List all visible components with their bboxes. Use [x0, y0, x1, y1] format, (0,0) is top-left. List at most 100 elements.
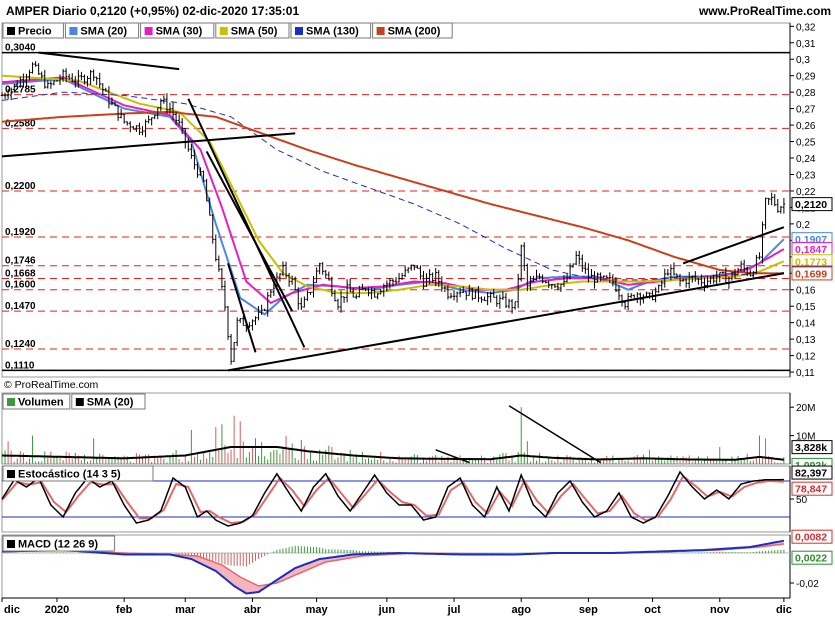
- level-label-5: 0,1746: [5, 256, 36, 267]
- price-badge-2-text: 0,1847: [795, 244, 827, 256]
- volume-legend-box-0: [2, 393, 71, 410]
- macd-panel[interactable]: -0,02 MACD (12 26 9) 0,0082 0,0022: [1, 529, 833, 599]
- macd-legend-box-0: [2, 535, 116, 552]
- x-tick-label-7: jul: [447, 604, 461, 616]
- volume-badge-0-bg: [791, 440, 833, 455]
- price-tick-label-18: 0,14: [796, 319, 816, 330]
- price-badge-3-text: 0,1773: [795, 256, 827, 268]
- trendline-4: [205, 150, 294, 312]
- price-badge-5-text: 0,1699: [795, 268, 827, 280]
- stochastic-legend-swatch-0: [7, 470, 15, 478]
- x-tick-label-11: nov: [710, 604, 730, 616]
- macd-badge-0-bg: [791, 529, 833, 544]
- x-tick-label-2: feb: [116, 604, 133, 616]
- price-tick-label-19: 0,13: [796, 335, 816, 346]
- price-tick-label-16: 0,16: [796, 286, 816, 297]
- price-panel-frame: [1, 22, 791, 378]
- macd-badge-1-bg: [791, 550, 833, 565]
- price-tick-label-9: 0,23: [796, 170, 816, 181]
- chart-title: AMPER Diario 0,2120 (+0,95%) 02-dic-2020…: [6, 4, 300, 18]
- macd-panel-frame: [1, 534, 791, 599]
- price-legend-box-3: [215, 22, 290, 39]
- price-tick-label-17: 0,15: [796, 302, 816, 313]
- level-label-9: 0,1240: [5, 339, 36, 350]
- x-tick-label-8: ago: [511, 604, 531, 616]
- volume-trendline-0: [508, 405, 602, 464]
- price-legend-label-3: SMA (50): [231, 26, 278, 38]
- level-label-10: 0,1110: [5, 360, 35, 371]
- stochastic-badge-0-text: 82,397: [795, 468, 827, 480]
- trendline-3: [187, 98, 306, 348]
- price-legend-swatch-5: [376, 27, 385, 35]
- price-legend-box-1: [64, 22, 140, 39]
- volume-legend-box-1: [71, 393, 146, 410]
- trendline-0: [38, 51, 180, 71]
- stochastic-badge-1-text: 78,847: [795, 484, 827, 496]
- trendline-5: [227, 263, 257, 353]
- level-label-4: 0,1920: [5, 227, 36, 238]
- volume-legend-label-0: Volumen: [18, 397, 64, 409]
- x-axis: dic 2020 feb mar abr may jun jul ago sep oct nov dic: [1, 597, 792, 616]
- price-legend-label-2: SMA (30): [156, 26, 203, 38]
- price-legend-label-0: Precio: [18, 26, 52, 38]
- price-badge-5-bg: [791, 266, 833, 281]
- price-tick-label-1: 0,31: [796, 39, 816, 50]
- level-label-7: 0,1600: [5, 280, 36, 291]
- x-tick-label-0: dic: [4, 604, 20, 616]
- stochastic-legend-label-0: Estocástico (14 3 5): [18, 469, 121, 481]
- volume-legend-swatch-0: [7, 398, 15, 406]
- stochastic-badge-0-bg: [791, 465, 833, 480]
- volume-badge-0-text: 3,828k: [795, 442, 827, 454]
- price-tick-label-12: 0,2: [796, 220, 810, 231]
- trendline-2: [227, 272, 785, 372]
- macd-legend-label-0: MACD (12 26 9): [18, 539, 98, 551]
- trendline-6: [682, 226, 785, 265]
- price-legend-swatch-2: [144, 27, 153, 35]
- stochastic-panel[interactable]: 50 Estocástico (14 3 5) 82,397 78,847: [1, 465, 833, 533]
- x-tick-label-4: abr: [244, 604, 262, 616]
- price-tick-label-10: 0,22: [796, 187, 816, 198]
- price-badge-0-bg: [791, 197, 833, 212]
- stochastic-k-line: [1, 470, 784, 527]
- price-legend-swatch-4: [295, 27, 303, 35]
- price-tick-label-21: 0,11: [796, 368, 815, 379]
- sma-line-2: [1, 74, 785, 294]
- price-tick-label-8: 0,24: [796, 154, 816, 165]
- price-tick-label-0: 0,32: [796, 22, 816, 33]
- level-label-1: 0,2785: [5, 85, 36, 96]
- price-legend-label-1: SMA (20): [80, 26, 127, 38]
- price-legend-label-4: SMA (130): [306, 26, 359, 38]
- macd-badge-0-text: 0,0082: [795, 532, 827, 544]
- volume-sma-line: [1, 446, 784, 461]
- volume-tick-label-0: 20M: [796, 403, 815, 414]
- level-label-2: 0,2580: [5, 118, 36, 129]
- watermark: © ProRealTime.com: [4, 379, 99, 391]
- x-tick-label-5: may: [306, 604, 329, 616]
- price-legend-box-5: [372, 22, 453, 39]
- level-label-6: 0,1668: [5, 269, 36, 280]
- price-tick-label-4: 0,28: [796, 88, 816, 99]
- price-tick-label-2: 0,3: [796, 55, 810, 66]
- price-legend-swatch-0: [7, 27, 15, 35]
- volume-legend-label-1: SMA (20): [87, 397, 134, 409]
- volume-tick-label-1: 10M: [796, 432, 815, 443]
- macd-line: [1, 539, 785, 595]
- price-legend-swatch-1: [69, 27, 78, 35]
- stochastic-tick-label-0: 50: [796, 495, 808, 506]
- macd-badge-1-text: 0,0022: [795, 553, 827, 565]
- price-legend-swatch-3: [219, 27, 228, 35]
- x-tick-label-9: sep: [579, 604, 598, 616]
- x-tick-label-10: oct: [644, 604, 661, 616]
- price-legend-box-2: [140, 22, 215, 39]
- price-tick-label-3: 0,29: [796, 72, 816, 83]
- trendline-1: [1, 132, 296, 158]
- level-label-0: 0,3040: [5, 43, 36, 54]
- sma-line-3: [1, 91, 784, 281]
- x-tick-label-6: jun: [378, 604, 396, 616]
- price-tick-label-5: 0,27: [796, 105, 816, 116]
- x-tick-label-12: dic: [776, 604, 792, 616]
- site-link[interactable]: www.ProRealTime.com: [698, 4, 831, 18]
- price-panel[interactable]: 0,32 0,31 0,3 0,29 0,28 0,27 0,26 0,25 0,24 0,23 0…: [0, 22, 833, 391]
